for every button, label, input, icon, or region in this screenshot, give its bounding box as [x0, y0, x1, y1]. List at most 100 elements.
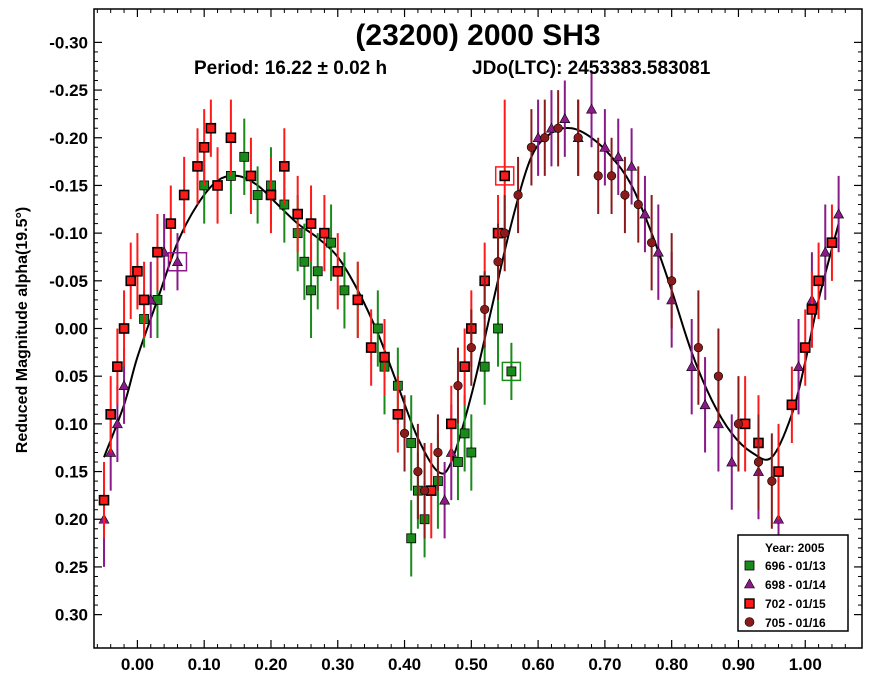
data-point	[453, 381, 463, 391]
data-point	[819, 246, 831, 257]
data-point	[459, 428, 470, 439]
x-tick-label: 0.90	[722, 655, 755, 674]
data-point	[826, 237, 838, 248]
data-point	[445, 418, 457, 430]
x-tick-label: 0.30	[321, 655, 354, 674]
data-point	[279, 161, 290, 172]
data-point	[439, 494, 451, 505]
data-point	[686, 361, 698, 371]
data-point	[652, 246, 664, 257]
data-point	[833, 208, 845, 219]
y-tick-label: 0.05	[55, 367, 88, 386]
data-point	[205, 122, 217, 134]
legend: Year: 2005 696 - 01/13 698 - 01/14 702 -…	[737, 534, 849, 632]
legend-marker-696	[744, 560, 755, 571]
data-point	[639, 208, 651, 219]
data-point	[299, 256, 310, 267]
data-point	[265, 189, 277, 201]
data-point	[118, 380, 130, 391]
y-tick-label: -0.25	[49, 81, 88, 100]
data-point	[105, 409, 116, 420]
legend-marker-702	[744, 598, 755, 609]
data-point	[98, 494, 110, 506]
data-point	[693, 342, 703, 353]
data-point	[125, 275, 137, 287]
x-tick-label: 1.00	[789, 655, 822, 674]
period-text: Period: 16.22 ± 0.02 h	[194, 58, 387, 79]
data-point	[726, 456, 738, 467]
data-point	[239, 151, 250, 162]
data-point	[733, 419, 744, 429]
data-point	[806, 304, 818, 315]
data-point	[540, 133, 550, 143]
data-point	[793, 361, 805, 371]
data-point	[813, 275, 824, 287]
x-tick-label: 0.50	[455, 655, 488, 674]
x-tick-label: 0.00	[121, 655, 154, 674]
data-point	[372, 323, 383, 334]
data-point	[466, 447, 477, 458]
data-point	[165, 218, 177, 229]
data-point	[326, 237, 336, 248]
data-point	[479, 361, 490, 372]
y-tick-label: 0.00	[55, 320, 88, 339]
y-tick-label: -0.20	[49, 129, 88, 148]
data-points-group	[98, 70, 845, 577]
data-point	[379, 351, 390, 363]
x-tick-label: 0.80	[655, 655, 688, 674]
legend-label-698: 698 - 01/14	[765, 578, 826, 592]
data-point	[647, 238, 657, 248]
x-tick-label: 0.70	[588, 655, 621, 674]
data-point	[620, 190, 630, 200]
data-point	[292, 208, 303, 220]
legend-box	[737, 534, 849, 632]
data-point	[132, 265, 143, 277]
data-point	[513, 190, 523, 200]
data-point	[112, 361, 123, 372]
legend-title: Year: 2005	[765, 541, 825, 555]
data-point	[786, 399, 798, 411]
data-point	[111, 418, 123, 429]
data-point	[406, 533, 417, 544]
data-point	[171, 256, 183, 267]
y-tick-label: 0.10	[55, 415, 88, 434]
epoch-text: JDo(LTC): 2453383.583081	[472, 58, 711, 79]
data-point	[198, 141, 210, 153]
data-point	[713, 371, 724, 381]
legend-label-705: 705 - 01/16	[765, 616, 826, 630]
data-point	[493, 257, 503, 267]
data-point	[312, 266, 323, 277]
data-point	[626, 160, 638, 171]
x-tick-label: 0.10	[188, 655, 221, 674]
x-tick-label: 0.60	[522, 655, 555, 674]
axes-group: -0.30 -0.25 -0.20 -0.15 -0.10 -0.05 0.00 0.05 0.…	[49, 8, 863, 674]
data-point	[767, 476, 777, 486]
y-tick-label: 0.20	[55, 510, 88, 529]
data-point	[612, 151, 624, 162]
data-point	[480, 304, 490, 315]
data-point	[419, 486, 430, 496]
data-point	[593, 171, 603, 181]
data-point	[493, 323, 503, 334]
data-point	[667, 276, 677, 286]
data-point	[406, 438, 417, 448]
legend-label-696: 696 - 01/13	[765, 559, 826, 573]
highlight-box	[167, 251, 188, 272]
data-point	[633, 199, 643, 210]
data-point	[152, 246, 163, 258]
y-tick-label: 0.30	[55, 606, 88, 625]
data-point	[365, 342, 377, 353]
legend-marker-698	[743, 578, 756, 589]
data-point	[252, 190, 263, 200]
data-point	[245, 170, 257, 182]
y-tick-label: -0.10	[49, 224, 88, 243]
legend-label-702: 702 - 01/15	[765, 597, 826, 611]
y-tick-label: -0.05	[49, 272, 88, 291]
data-point	[399, 428, 410, 439]
data-point	[559, 113, 571, 123]
x-tick-label: 0.40	[388, 655, 421, 674]
data-point	[500, 228, 510, 238]
data-point	[526, 142, 537, 152]
